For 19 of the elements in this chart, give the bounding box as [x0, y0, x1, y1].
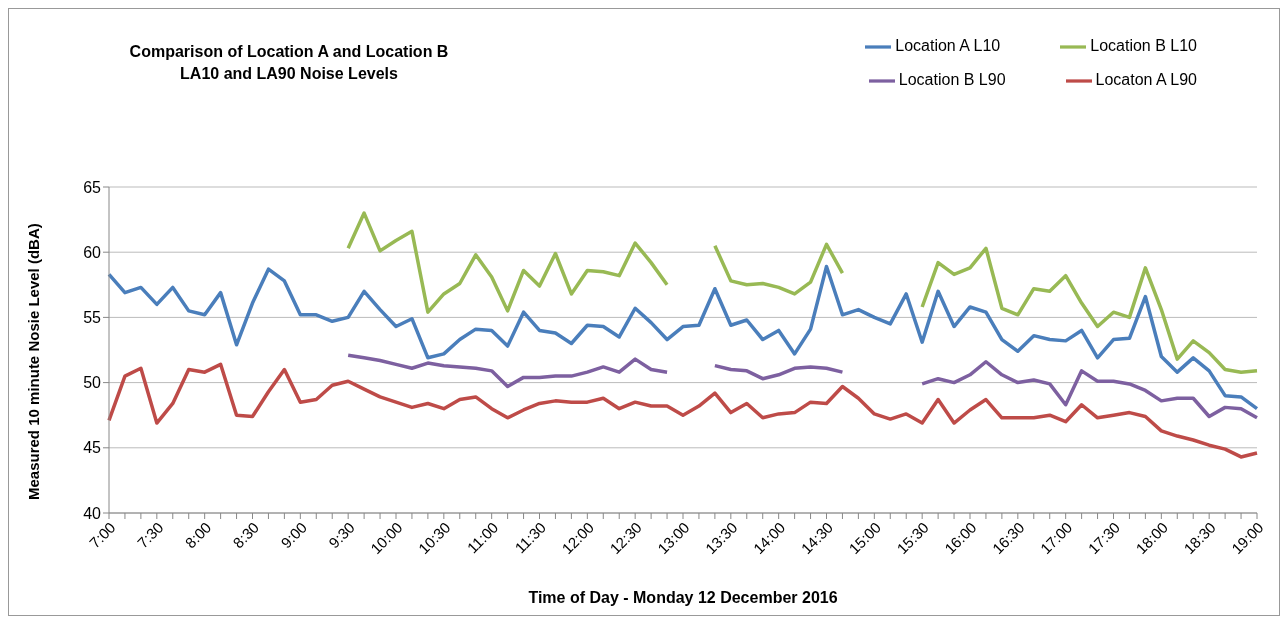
line-series [107, 362, 1259, 459]
x-tick-label: 7:30 [133, 518, 167, 552]
x-tick-label: 9:00 [277, 518, 310, 552]
x-tick-label: 8:00 [181, 518, 215, 552]
y-tick-label: 50 [83, 374, 102, 392]
line-series [107, 264, 1259, 411]
y-tick-label: 60 [83, 243, 102, 261]
y-tick-label: 65 [83, 178, 102, 196]
legend-label: Location A L10 [895, 37, 1001, 54]
chart-title: Comparison of Location A and Location B LA10 and LA90 Noise Levels [129, 42, 449, 84]
x-axis-title: Time of Day - Monday 12 December 2016 [528, 589, 838, 606]
y-axis-title: Measured 10 minute Nosie Level (dBA) [25, 223, 43, 500]
y-tick-label: 45 [83, 439, 102, 457]
x-tick-label: 8:30 [229, 518, 263, 552]
legend-label: Location B L90 [898, 71, 1006, 88]
legend-label: Locaton A L90 [1095, 71, 1197, 88]
legend-label: Location B L10 [1090, 37, 1197, 54]
y-tick-label: 55 [83, 309, 102, 327]
x-tick-label: 9:30 [325, 518, 358, 552]
